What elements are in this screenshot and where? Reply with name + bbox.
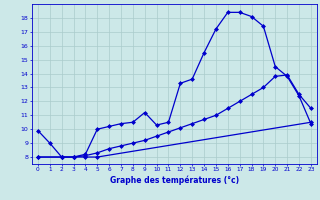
- X-axis label: Graphe des températures (°c): Graphe des températures (°c): [110, 175, 239, 185]
